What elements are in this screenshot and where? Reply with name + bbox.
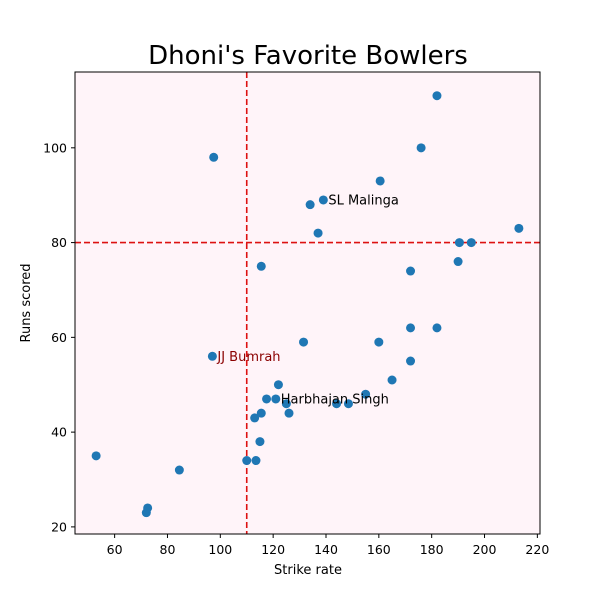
data-point (466, 238, 476, 248)
data-points (91, 91, 524, 518)
x-axis-label: Strike rate (274, 563, 342, 578)
chart-title: Dhoni's Favorite Bowlers (148, 41, 468, 71)
plot-frame (74, 71, 541, 535)
x-tick-label: 160 (367, 542, 391, 557)
plot-area (75, 72, 540, 534)
data-point (242, 456, 252, 466)
data-point (406, 323, 416, 333)
data-point (313, 228, 323, 238)
y-tick-label: 20 (51, 519, 67, 534)
data-point (432, 323, 442, 333)
data-point (250, 413, 260, 423)
x-tick-label: 120 (261, 542, 285, 557)
y-tick-label: 60 (51, 330, 67, 345)
data-point (343, 399, 353, 409)
data-point (281, 399, 291, 409)
y-tick-label: 100 (43, 140, 67, 155)
data-point (207, 351, 217, 361)
data-point (255, 437, 265, 447)
y-tick-label: 40 (51, 425, 67, 440)
data-point (361, 389, 371, 399)
data-point (453, 257, 463, 267)
data-point (375, 176, 385, 186)
data-point (271, 394, 281, 404)
x-axis: 60 80 100 120 140 160 180 200 220 (107, 534, 549, 557)
data-point (273, 380, 283, 390)
data-point (374, 337, 384, 347)
x-tick-label: 220 (525, 542, 549, 557)
annotation-label: SL Malinga (328, 193, 399, 208)
y-axis: 20 40 60 80 100 (43, 140, 75, 534)
x-tick-label: 100 (208, 542, 232, 557)
data-point (91, 451, 101, 461)
data-point (305, 200, 315, 210)
data-point (284, 408, 294, 418)
data-point (387, 375, 397, 385)
annotations: SL Malinga JJ Bumrah Harbhajan Singh (216, 193, 398, 407)
data-point (318, 195, 328, 205)
y-tick-label: 80 (51, 235, 67, 250)
x-tick-label: 80 (160, 542, 176, 557)
data-point (251, 456, 261, 466)
data-point (174, 465, 184, 475)
x-tick-label: 200 (473, 542, 497, 557)
data-point (209, 152, 219, 162)
data-point (262, 394, 272, 404)
annotation-label: Harbhajan Singh (281, 392, 389, 407)
data-point (406, 356, 416, 366)
data-point (143, 503, 153, 513)
data-point (416, 143, 426, 153)
y-axis-label: Runs scored (19, 263, 34, 342)
x-tick-label: 140 (314, 542, 338, 557)
x-tick-label: 60 (107, 542, 123, 557)
data-point (432, 91, 442, 101)
data-point (406, 266, 416, 276)
data-point (256, 408, 266, 418)
data-point (299, 337, 309, 347)
data-point (514, 223, 524, 233)
data-point (256, 261, 266, 271)
annotation-label: JJ Bumrah (216, 350, 280, 365)
data-point (454, 238, 464, 248)
data-point (332, 399, 342, 409)
x-tick-label: 180 (420, 542, 444, 557)
